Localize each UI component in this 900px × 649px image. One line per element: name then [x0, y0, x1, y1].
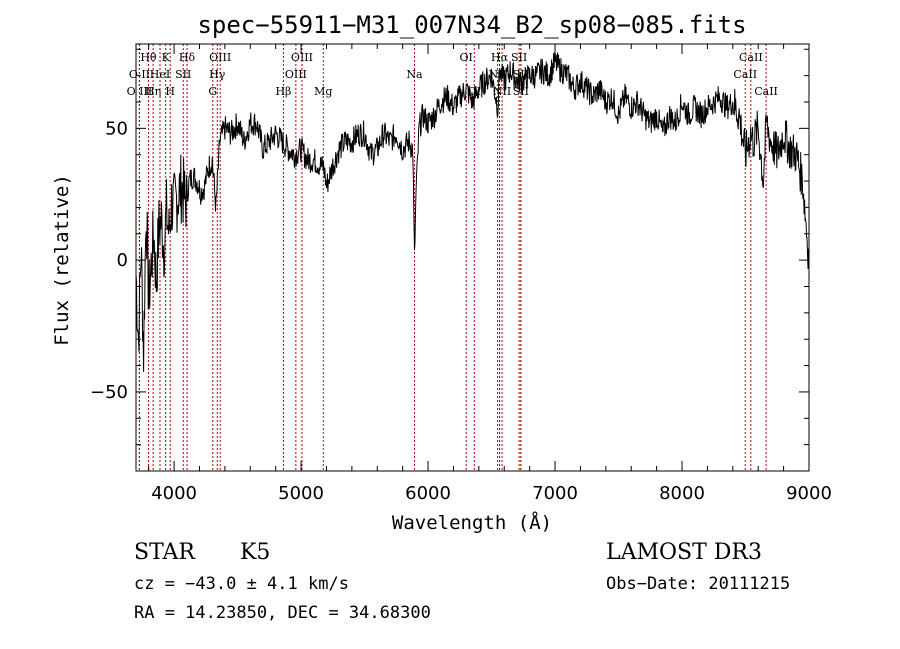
observation-date: Obs−Date: 20111215: [606, 574, 791, 594]
x-tick-label-0: 4000: [151, 483, 197, 504]
line-label-26: CaII: [733, 68, 757, 81]
line-label-0: Hθ: [140, 51, 157, 64]
line-label-16: Na: [406, 68, 423, 81]
line-label-17: OI: [459, 51, 472, 64]
object-class: STAR: [134, 540, 195, 565]
line-label-12: Hβ: [275, 85, 291, 98]
survey-name: LAMOST DR3: [606, 540, 762, 565]
line-label-15: Mg: [314, 85, 332, 98]
line-label-11: G: [208, 85, 217, 98]
axis-ticks: 4000 5000 6000 7000 8000 9000 −50 0 50: [90, 44, 832, 504]
line-label-13: OIII: [291, 51, 313, 64]
coordinates: RA = 14.23850, DEC = 34.68300: [134, 603, 431, 623]
spectral-line-markers: [138, 44, 767, 471]
line-label-22: SII: [511, 51, 527, 64]
chart-title: spec−55911−M31_007N34_B2_sp08−085.fits: [197, 11, 746, 39]
line-label-25: CaII: [739, 51, 763, 64]
line-label-9: OIII: [209, 51, 231, 64]
line-label-2: O III: [127, 85, 153, 98]
object-subclass: K5: [240, 540, 271, 565]
line-label-4: K: [162, 51, 171, 64]
plot-frame: [135, 43, 810, 472]
x-tick-label-1: 5000: [278, 483, 324, 504]
line-label-6: SII: [175, 68, 191, 81]
line-label-14: OIII: [285, 68, 307, 81]
y-tick-label-0: −50: [90, 382, 128, 403]
y-tick-label-1: 0: [117, 250, 128, 271]
line-label-3: Hη: [145, 85, 161, 98]
spectrum-series: [135, 51, 810, 372]
line-label-19: Hα: [491, 51, 509, 64]
line-label-10: Hγ: [209, 68, 226, 81]
line-label-1: O II: [129, 68, 150, 81]
line-label-24: SII: [513, 85, 529, 98]
x-tick-label-4: 8000: [659, 483, 705, 504]
y-tick-label-2: 50: [105, 118, 128, 139]
line-label-21: NII: [493, 85, 511, 98]
redshift-value: cz = −43.0 ± 4.1 km/s: [134, 574, 349, 594]
line-label-27: CaII: [754, 85, 778, 98]
line-label-20: NII: [488, 68, 506, 81]
line-label-5: HeI: [150, 68, 170, 81]
line-label-8: Hδ: [179, 51, 196, 64]
spectrum-line: [135, 51, 810, 372]
line-label-23: SII: [513, 68, 529, 81]
x-tick-label-2: 6000: [405, 483, 451, 504]
x-tick-label-3: 7000: [532, 483, 578, 504]
line-label-18: OI: [468, 85, 481, 98]
x-tick-label-5: 9000: [786, 483, 832, 504]
x-axis-label: Wavelength (Å): [392, 511, 552, 534]
line-label-7: H: [165, 85, 175, 98]
y-axis-label: Flux (relative): [51, 174, 73, 346]
